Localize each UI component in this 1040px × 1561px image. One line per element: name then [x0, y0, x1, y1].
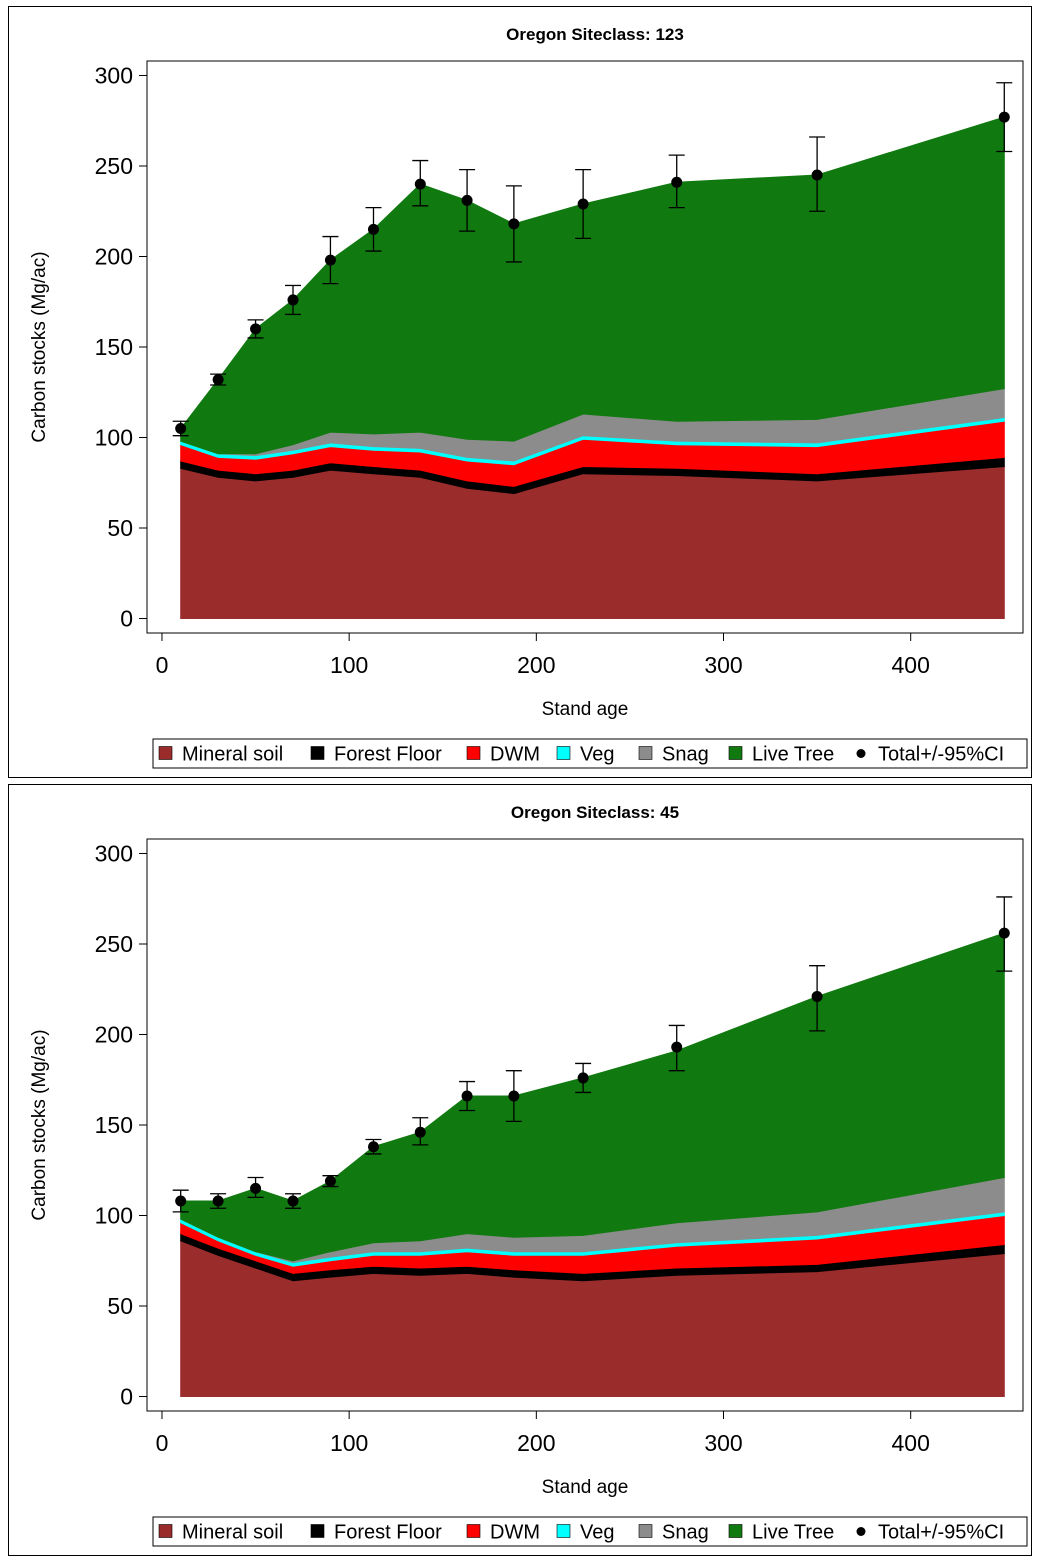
x-tick-label: 400: [892, 1430, 930, 1456]
chart-panel-siteclass-123: Oregon Siteclass: 123 0 50 100 150 200 250 300 0…: [8, 6, 1032, 778]
legend-swatch-dwm: [466, 746, 481, 760]
legend-swatch-live-tree: [728, 746, 743, 760]
total-point: [414, 178, 426, 190]
total-point: [212, 374, 224, 386]
x-axis-title: Stand age: [542, 1477, 629, 1498]
y-tick-label: 200: [95, 243, 133, 269]
legend-swatch-dwm: [466, 1524, 481, 1538]
y-tick-label: 300: [95, 840, 133, 866]
legend-label: Total+/-95%CI: [878, 1522, 1004, 1544]
legend-label: Forest Floor: [334, 1522, 442, 1544]
legend-swatch-live-tree: [728, 1524, 743, 1538]
total-point: [998, 927, 1010, 939]
total-point: [577, 198, 589, 210]
y-tick-label: 300: [95, 62, 133, 88]
total-point: [461, 1090, 473, 1102]
legend-label: Snag: [662, 744, 709, 766]
x-tick-label: 200: [517, 1430, 555, 1456]
legend-label: Live Tree: [752, 1522, 834, 1544]
legend-label: Mineral soil: [182, 1522, 283, 1544]
total-point: [324, 1175, 336, 1187]
legend-swatch-veg: [556, 1524, 571, 1538]
legend-swatch-forest-floor: [310, 746, 325, 760]
chart-svg-siteclass-123: Oregon Siteclass: 123 0 50 100 150 200 250 300 0…: [29, 25, 1028, 769]
legend-marker-total: [856, 1527, 866, 1536]
x-tick-label: 300: [704, 1430, 742, 1456]
y-tick-label: 50: [107, 1293, 133, 1319]
legend-label: Forest Floor: [334, 744, 442, 766]
x-tick-label: 300: [704, 652, 742, 678]
total-point: [671, 1041, 683, 1053]
y-tick-label: 100: [95, 425, 133, 451]
legend-swatch-veg: [556, 746, 571, 760]
legend-label: Veg: [580, 744, 614, 766]
total-point: [250, 323, 262, 335]
legend-marker-total: [856, 749, 866, 758]
total-point: [414, 1126, 426, 1138]
total-point: [811, 990, 823, 1002]
x-tick-label: 200: [517, 652, 555, 678]
legend-swatch-mineral-soil: [158, 1524, 173, 1538]
legend-label: Veg: [580, 1522, 614, 1544]
total-point: [577, 1072, 589, 1084]
legend-swatch-forest-floor: [310, 1524, 325, 1538]
y-tick-label: 250: [95, 153, 133, 179]
legend-label: Snag: [662, 1522, 709, 1544]
total-point: [367, 223, 379, 235]
y-tick-label: 150: [95, 1112, 133, 1138]
y-tick-label: 0: [120, 606, 133, 632]
y-tick-label: 150: [95, 334, 133, 360]
area-live-tree: [180, 116, 1005, 455]
legend-swatch-snag: [638, 746, 653, 760]
area-mineral-soil: [180, 465, 1005, 619]
total-point: [250, 1182, 262, 1194]
y-tick-label: 200: [95, 1021, 133, 1047]
x-tick-label: 100: [330, 652, 368, 678]
legend-label: Mineral soil: [182, 744, 283, 766]
legend-label: Total+/-95%CI: [878, 744, 1004, 766]
total-point: [367, 1141, 379, 1153]
legend-swatch-mineral-soil: [158, 746, 173, 760]
legend: Mineral soil Forest Floor DWM Veg Snag Live T…: [152, 738, 1028, 769]
y-tick-label: 100: [95, 1203, 133, 1229]
total-point: [175, 1195, 187, 1207]
total-point: [287, 294, 299, 306]
total-point: [998, 111, 1010, 123]
total-point: [461, 194, 473, 206]
y-tick-label: 250: [95, 931, 133, 957]
x-tick-label: 0: [156, 652, 169, 678]
legend-label: DWM: [490, 744, 540, 766]
legend-label: DWM: [490, 1522, 540, 1544]
total-point: [508, 218, 520, 230]
legend-label: Live Tree: [752, 744, 834, 766]
y-axis-title: Carbon stocks (Mg/ac): [29, 251, 50, 442]
total-point: [287, 1195, 299, 1207]
total-point: [811, 169, 823, 181]
total-point: [324, 254, 336, 266]
total-point: [212, 1195, 224, 1207]
x-tick-label: 100: [330, 1430, 368, 1456]
total-point: [175, 422, 187, 434]
legend-swatch-snag: [638, 1524, 653, 1538]
chart-svg-siteclass-45: Oregon Siteclass: 45 0 50 100 150 200 250 300 0 1…: [29, 803, 1028, 1547]
total-point: [671, 176, 683, 188]
y-tick-label: 0: [120, 1384, 133, 1410]
legend-box: [152, 1516, 1028, 1547]
x-tick-label: 0: [156, 1430, 169, 1456]
chart-panel-siteclass-45: Oregon Siteclass: 45 0 50 100 150 200 250 300 0 1…: [8, 784, 1032, 1556]
total-point: [508, 1090, 520, 1102]
x-tick-label: 400: [892, 652, 930, 678]
chart-title: Oregon Siteclass: 123: [506, 25, 684, 44]
chart-title: Oregon Siteclass: 45: [511, 803, 679, 822]
y-tick-label: 50: [107, 515, 133, 541]
legend: Mineral soil Forest Floor DWM Veg Snag Live T…: [152, 1516, 1028, 1547]
x-axis-title: Stand age: [542, 699, 629, 720]
area-live-tree: [180, 932, 1005, 1262]
legend-box: [152, 738, 1028, 769]
y-axis-title: Carbon stocks (Mg/ac): [29, 1029, 50, 1220]
